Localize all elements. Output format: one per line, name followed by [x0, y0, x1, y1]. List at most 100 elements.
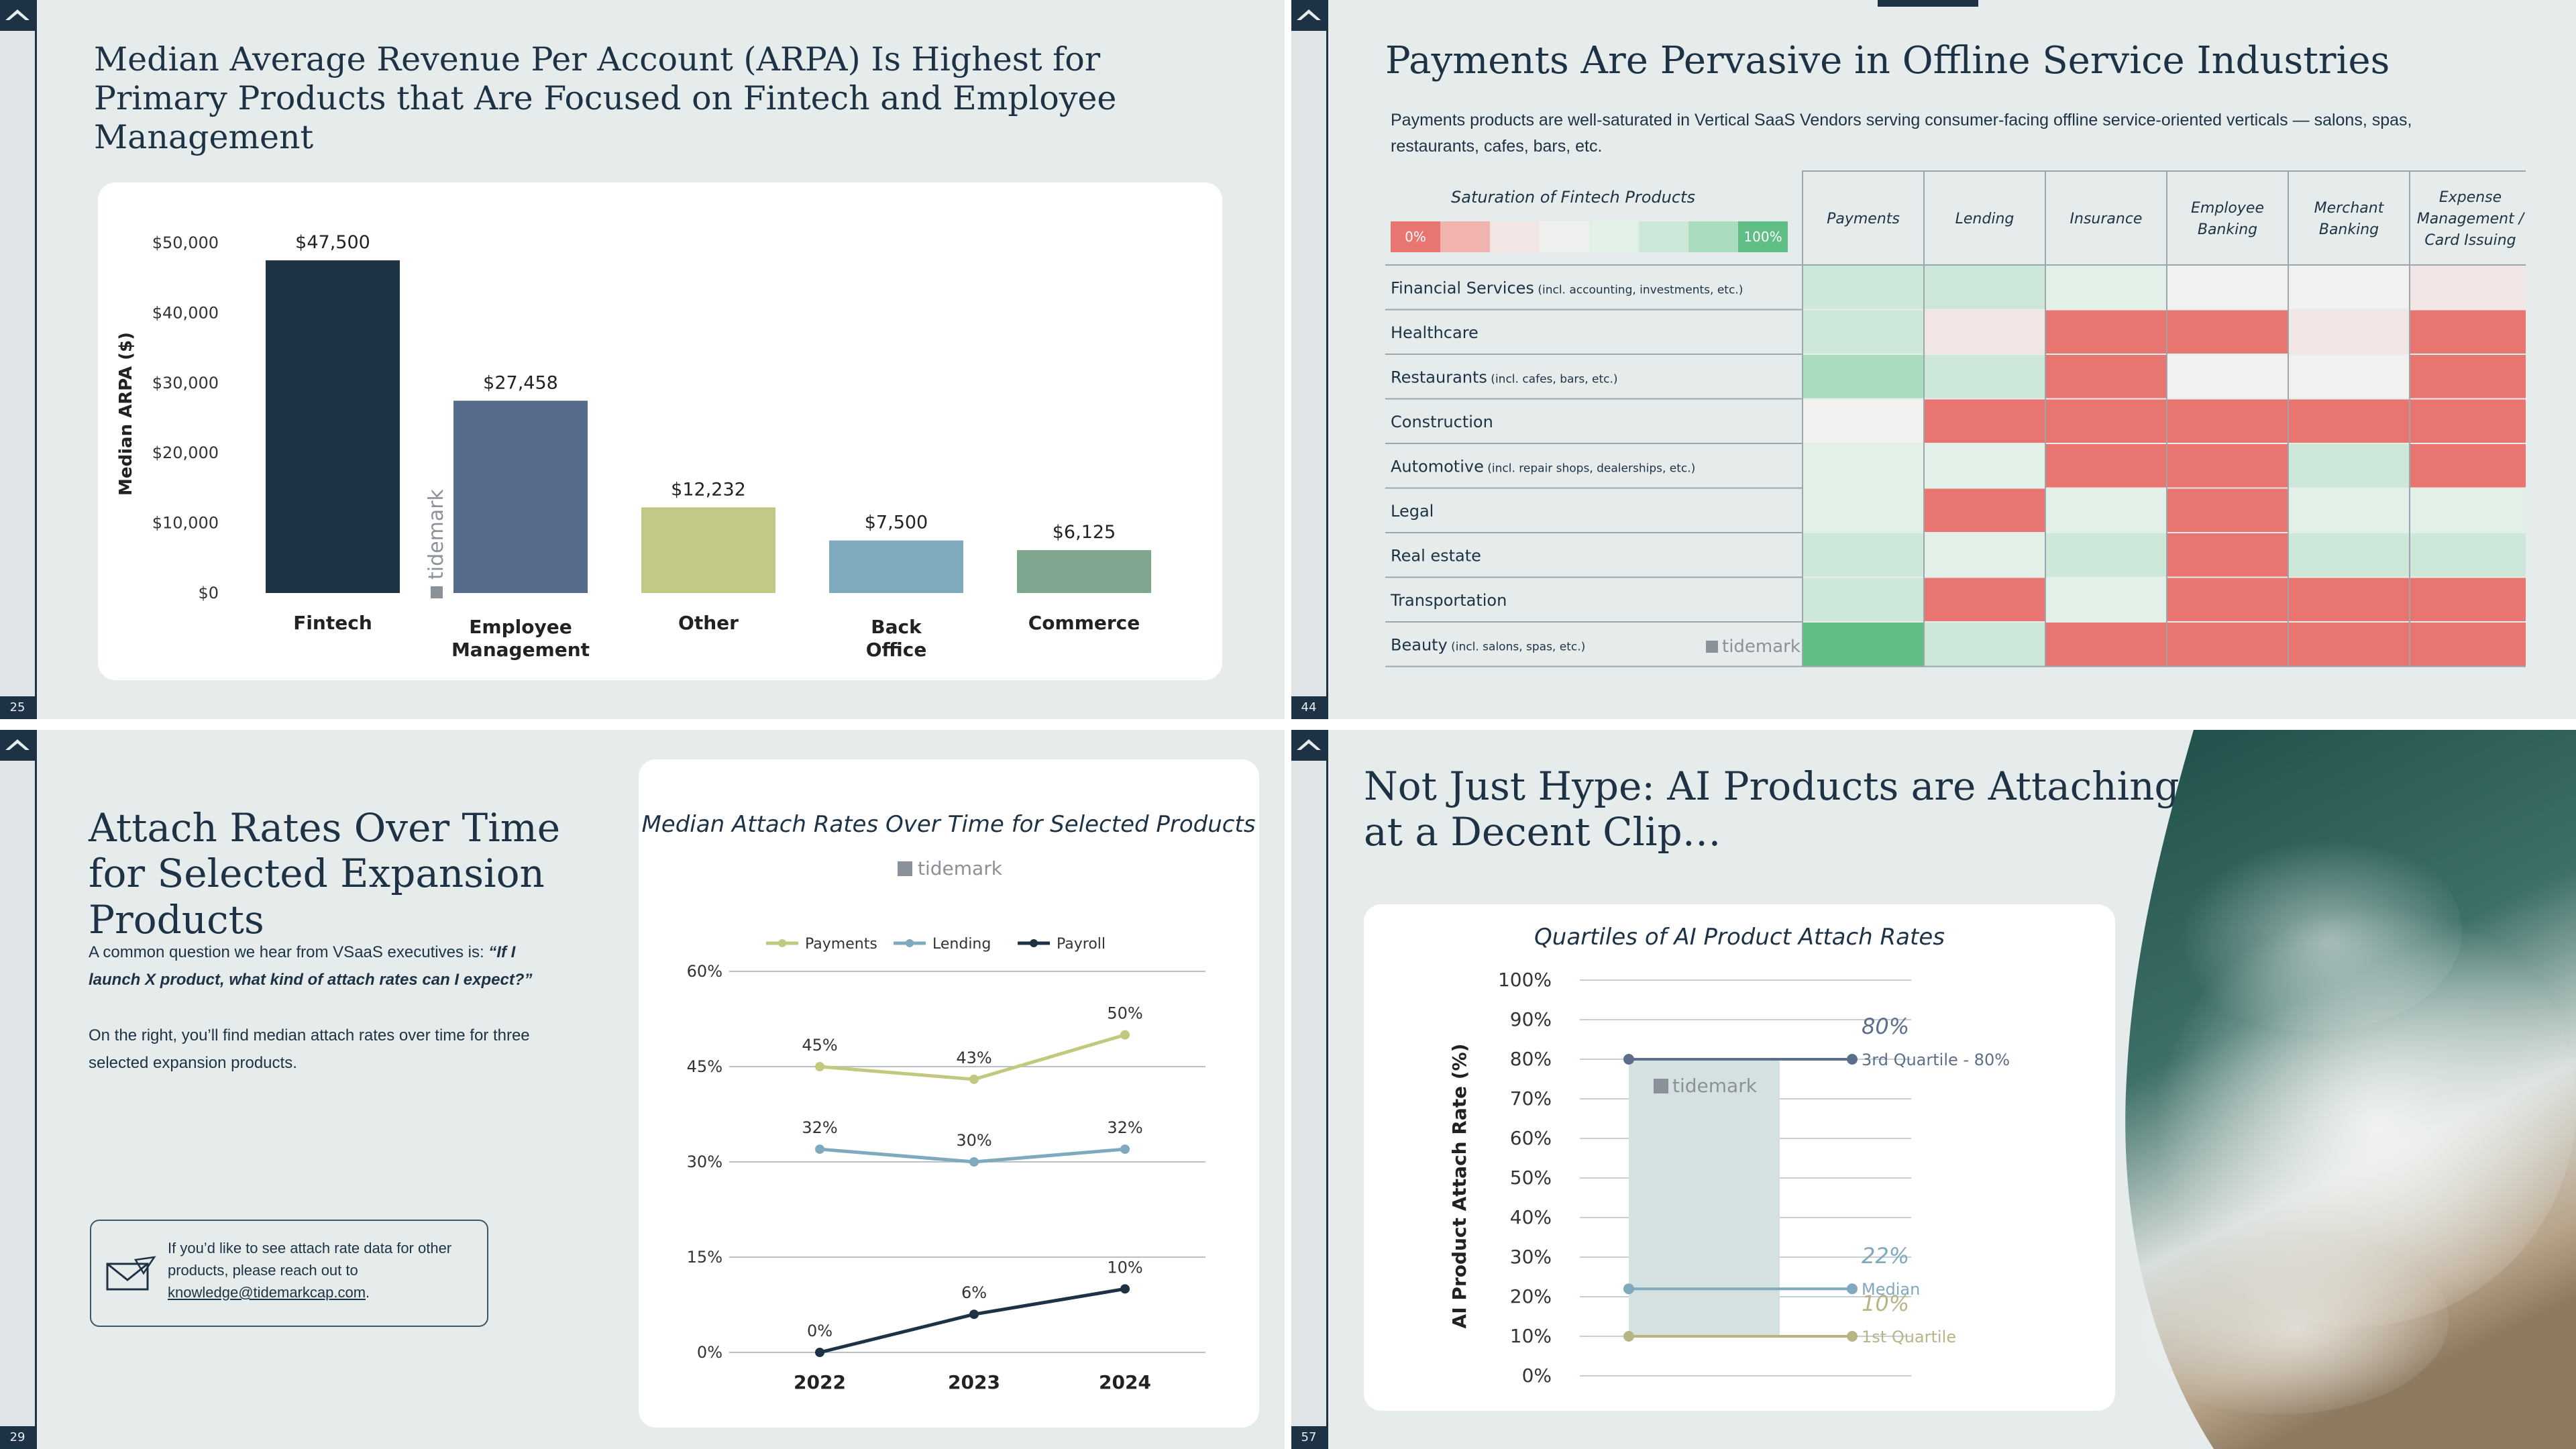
- watermark-text: tidemark: [425, 488, 448, 580]
- bar: [453, 400, 588, 593]
- data-point: [815, 1144, 824, 1155]
- interquartile-box: [1629, 1059, 1780, 1336]
- y-tick-label: 60%: [687, 962, 722, 981]
- y-tick-label: 0%: [1522, 1364, 1552, 1387]
- bar-value-label: $47,500: [295, 232, 370, 253]
- x-tick-label: 2023: [948, 1371, 1000, 1393]
- heatmap-cell: [2410, 623, 2526, 666]
- heatmap-cell: [2289, 488, 2409, 532]
- data-label: 10%: [1107, 1258, 1142, 1277]
- page-number: 44: [1291, 696, 1326, 719]
- callout-message: If you’d like to see attach rate data fo…: [168, 1240, 452, 1279]
- y-tick-label: 0%: [697, 1343, 722, 1362]
- heatmap-cell: [2046, 578, 2166, 621]
- quartile-point: [1847, 1054, 1858, 1065]
- quartile-point: [1623, 1331, 1634, 1342]
- slide-arpa: 25 Median Average Revenue Per Account (A…: [0, 0, 1285, 719]
- heatmap-cell: [1925, 488, 2045, 532]
- legend-label: Payments: [805, 936, 877, 953]
- heatmap-cell: [2289, 444, 2409, 488]
- legend-swatch: [1540, 221, 1589, 252]
- column-header: Card Issuing: [2424, 232, 2516, 249]
- y-tick-label: 80%: [1510, 1048, 1552, 1070]
- heatmap-cell: [1803, 399, 1923, 443]
- heatmap-cell: [2289, 266, 2409, 309]
- ocean-waves-image: [2113, 730, 2576, 1449]
- watermark-logo: tidemark: [425, 488, 448, 598]
- column-header: Payments: [1827, 211, 1900, 227]
- y-tick-label: $50,000: [152, 233, 219, 252]
- column-header: Banking: [2319, 221, 2379, 238]
- x-tick-label: Management: [451, 639, 590, 661]
- contact-email-link[interactable]: knowledge@tidemarkcap.com: [168, 1284, 366, 1301]
- slide-ai-attach: 57 Not Just Hype: AI Products are Attach…: [1291, 730, 2576, 1449]
- data-label: 43%: [956, 1049, 991, 1067]
- quartile-point: [1847, 1331, 1858, 1342]
- heatmap-cell: [2167, 533, 2288, 577]
- slide-subtitle: Payments products are well-saturated in …: [1391, 111, 2412, 156]
- slide-attach-rates: 29 Attach Rates Over Time for Selected E…: [0, 730, 1285, 1449]
- heatmap-cell: [1803, 355, 1923, 398]
- heatmap-cell: [2410, 488, 2526, 532]
- data-point: [1120, 1284, 1130, 1294]
- x-tick-label: 2024: [1099, 1371, 1151, 1393]
- callout-box: If you’d like to see attach rate data fo…: [90, 1220, 488, 1327]
- y-tick-label: 20%: [1510, 1285, 1552, 1307]
- y-tick-label: 45%: [687, 1057, 722, 1076]
- data-point: [815, 1062, 824, 1071]
- heatmap-cell: [2289, 399, 2409, 443]
- heatmap-cell: [2167, 488, 2288, 532]
- heatmap-cell: [2167, 355, 2288, 398]
- quartile-label: Median: [1862, 1280, 1920, 1299]
- legend-label: Payroll: [1057, 936, 1106, 953]
- x-tick-label: 2022: [794, 1371, 846, 1393]
- bar-value-label: $7,500: [865, 513, 928, 533]
- legend-swatch: [1391, 221, 1440, 252]
- legend-swatch: [1440, 221, 1490, 252]
- bar-value-label: $6,125: [1053, 522, 1116, 543]
- heatmap-cell: [2410, 578, 2526, 621]
- heatmap-cell: [2167, 399, 2288, 443]
- ai-quartile-chart: Quartiles of AI Product Attach Rates 0% 10…: [1448, 924, 2010, 1387]
- y-tick-label: 30%: [687, 1152, 722, 1171]
- column-header: Merchant: [2314, 200, 2385, 217]
- heatmap-cell: [1803, 266, 1923, 309]
- quartile-label: 1st Quartile: [1862, 1328, 1956, 1346]
- legend-swatch: [1490, 221, 1540, 252]
- slide-sidebar: 57: [1291, 730, 1328, 1449]
- y-tick-label: $30,000: [152, 374, 219, 392]
- heatmap-cell: [2289, 533, 2409, 577]
- y-tick-label: 15%: [687, 1248, 722, 1267]
- quartile-point: [1623, 1283, 1634, 1295]
- heatmap-cell: [1803, 488, 1923, 532]
- page-number: 57: [1291, 1426, 1326, 1449]
- heatmap-cell: [2410, 266, 2526, 309]
- bar: [829, 540, 963, 593]
- heatmap-cell: [2289, 623, 2409, 666]
- heatmap-cell: [2046, 355, 2166, 398]
- heatmap-cell: [2167, 444, 2288, 488]
- heatmap-cell: [2167, 310, 2288, 354]
- x-tick-label: Employee: [469, 616, 572, 638]
- chart-card: $0 $10,000 $20,000 $30,000 $40,000 $50,000 Med…: [98, 182, 1222, 680]
- saturation-heatmap: Saturation of Fintech Products 0% 100% Paym…: [1385, 170, 2526, 667]
- heatmap-cell: [1925, 310, 2045, 354]
- y-tick-label: $20,000: [152, 443, 219, 462]
- watermark-text: tidemark: [1722, 637, 1801, 657]
- data-label: 0%: [807, 1322, 833, 1340]
- quartile-point: [1847, 1283, 1858, 1295]
- callout-text: If you’d like to see attach rate data fo…: [168, 1240, 452, 1301]
- heatmap-cell: [1803, 578, 1923, 621]
- bar-value-label: $27,458: [483, 372, 558, 393]
- slide-sidebar: 44: [1291, 0, 1328, 719]
- legend-title: Saturation of Fintech Products: [1451, 188, 1695, 207]
- tidemark-logo-icon: [0, 730, 35, 761]
- slide-payments-heatmap: 44 Payments Are Pervasive in Offline Ser…: [1291, 0, 2576, 719]
- x-tick-label: Back: [871, 616, 922, 638]
- attach-rate-line-chart: Median Attach Rates Over Time for Select…: [641, 811, 1255, 1393]
- y-tick-label: $40,000: [152, 303, 219, 322]
- data-label: 32%: [802, 1118, 837, 1137]
- envelope-icon: [106, 1256, 156, 1291]
- slide-title: Payments Are Pervasive in Offline Servic…: [1385, 39, 2390, 83]
- heatmap-cell: [2046, 444, 2166, 488]
